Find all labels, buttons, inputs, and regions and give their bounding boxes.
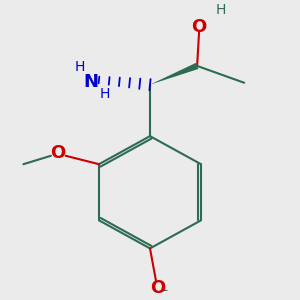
Text: H: H (100, 87, 110, 101)
Text: N: N (84, 73, 99, 91)
Text: H: H (74, 60, 85, 74)
Text: O: O (191, 18, 207, 36)
Text: H: H (215, 3, 226, 17)
Polygon shape (150, 63, 198, 85)
Text: O: O (150, 279, 166, 297)
Text: O: O (50, 144, 65, 162)
